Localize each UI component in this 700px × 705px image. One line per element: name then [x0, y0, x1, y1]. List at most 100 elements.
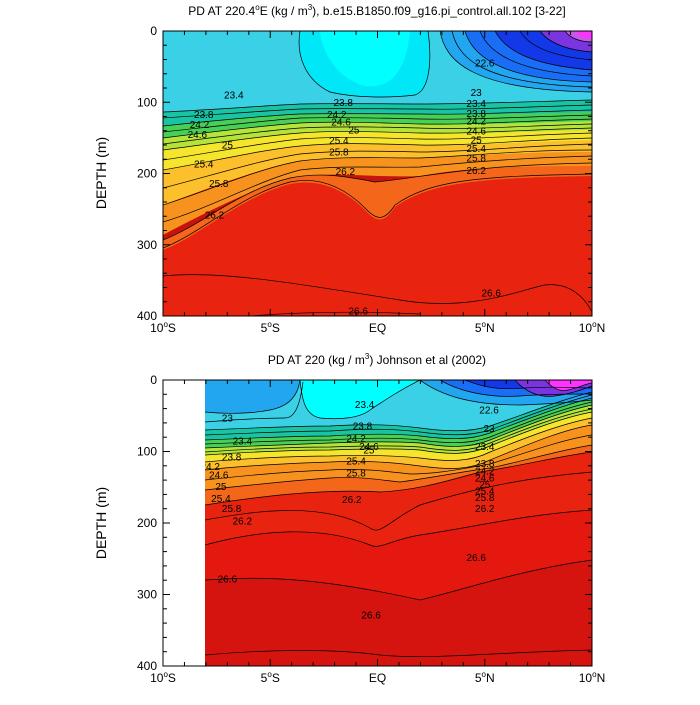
bottom-contour-label: 25 — [363, 446, 375, 457]
bottom-title: PD AT 220 (kg / m3) Johnson et al (2002) — [268, 352, 486, 367]
top-contour-labels: 23.423.824.224.62525.425.826.223.824.224… — [188, 59, 502, 318]
top-contour-label: 26.6 — [348, 307, 368, 318]
bottom-contour-label: 25.4 — [475, 486, 495, 497]
top-x-tick-label: 5oN — [475, 320, 495, 335]
bottom-layer-24-6 — [205, 412, 592, 462]
bottom-contour-label: 23.8 — [353, 421, 373, 432]
bottom-layer-23-8 — [205, 398, 592, 448]
top-panel: PD AT 220.4oE (kg / m3), b.e15.B1850.f09… — [93, 3, 605, 335]
top-layer-23-6 — [163, 100, 592, 126]
top-layer-21-4 — [575, 31, 592, 38]
bottom-contour-label: 24.6 — [475, 473, 495, 484]
top-layer-23-8 — [163, 110, 592, 138]
bottom-panel: PD AT 220 (kg / m3) Johnson et al (2002) — [93, 352, 605, 685]
bottom-field: 2323.423.824.224.62525.425.826.223.423.8… — [205, 380, 592, 666]
bottom-contour-label: 23 — [483, 424, 495, 435]
bottom-contour-label: 23.4 — [475, 442, 495, 453]
bottom-layer-25 — [205, 418, 592, 470]
bottom-x-tick-label: 10oS — [150, 670, 176, 685]
bottom-contour-label: 23.4 — [355, 400, 375, 411]
bottom-y-tick-label: 300 — [137, 588, 157, 602]
top-x-tick-label: EQ — [369, 321, 386, 335]
bottom-contour-label: 26.2 — [233, 516, 253, 527]
top-contour-label: 24.6 — [188, 130, 208, 141]
top-contour-label: 24.2 — [327, 110, 347, 121]
bottom-contour-label: 26.6 — [466, 553, 486, 564]
bottom-contour-label: 24.6 — [359, 442, 379, 453]
bottom-contour-labels: 2323.423.824.224.62525.425.826.223.423.8… — [205, 400, 499, 622]
top-contour-label: 26.2 — [336, 167, 356, 178]
top-contour-label: 23.4 — [466, 99, 486, 110]
top-contour-label: 24.2 — [190, 120, 210, 131]
top-field: 23.423.824.224.62525.425.826.223.824.224… — [163, 31, 592, 318]
top-contour-lines — [163, 31, 592, 316]
bottom-layer-26-8 — [205, 560, 592, 666]
bottom-x-tick-label: 5oS — [261, 670, 280, 685]
top-layer-24-2 — [163, 119, 592, 150]
top-layer-25-4 — [163, 150, 592, 235]
top-contour-label: 26.6 — [481, 289, 501, 300]
bottom-contour-label: 22.6 — [479, 406, 499, 417]
top-contour-label: 25.4 — [466, 144, 486, 155]
bottom-contour-label: 24.2 — [475, 466, 495, 477]
top-contour-label: 23.4 — [224, 91, 244, 102]
top-contour-label: 26.2 — [205, 210, 225, 221]
top-layer-23-1 — [320, 31, 410, 87]
bottom-layer-23-1 — [300, 380, 420, 419]
top-contour-label: 22.6 — [475, 59, 495, 70]
top-x-tick-label: 5oS — [261, 320, 280, 335]
top-contour-label: 23 — [471, 88, 483, 99]
bottom-contour-label: 23 — [222, 413, 234, 424]
top-contour-label: 23.8 — [466, 109, 486, 120]
bottom-contour-label: 24.2 — [346, 434, 366, 445]
top-contour-label: 24.6 — [331, 118, 351, 129]
bottom-contour-label: 23.4 — [233, 436, 253, 447]
bottom-contour-label: 25 — [479, 480, 491, 491]
top-contour-label: 25 — [222, 141, 234, 152]
top-contour-label: 23.8 — [333, 98, 353, 109]
top-y-tick-label: 100 — [137, 95, 157, 109]
top-title: PD AT 220.4oE (kg / m3), b.e15.B1850.f09… — [188, 3, 565, 18]
bottom-contour-label: 26.2 — [475, 504, 495, 515]
bottom-y-tick-label: 100 — [137, 445, 157, 459]
bottom-contour-label: 26.6 — [218, 574, 238, 585]
top-y-tick-label: 300 — [137, 238, 157, 252]
top-layer-24-6 — [163, 128, 592, 170]
top-contour-label: 25.8 — [209, 179, 229, 190]
top-layer-25 — [163, 138, 592, 205]
top-contour-label: 25.4 — [194, 160, 214, 171]
top-contour-label: 24.6 — [466, 126, 486, 137]
bottom-contour-label: 26.2 — [342, 495, 362, 506]
bottom-contour-label: 25.8 — [346, 468, 366, 479]
bottom-contour-label: 25.8 — [222, 504, 242, 515]
bottom-x-tick-label: 5oN — [475, 670, 495, 685]
bottom-layer-21 — [545, 380, 592, 391]
bottom-layer-23 — [205, 380, 300, 414]
top-x-tick-label: 10oN — [579, 320, 605, 335]
top-x-tick-label: 10oS — [150, 320, 176, 335]
bottom-axes: 10oS 5oS EQ 5oN 10oN 0 100 200 300 400 — [137, 373, 605, 685]
bottom-contour-label: 23.8 — [222, 453, 242, 464]
bottom-contour-label: 23.8 — [475, 459, 495, 470]
top-contour-label: 25.4 — [329, 136, 349, 147]
bottom-y-tick-label: 0 — [150, 373, 157, 387]
bottom-contour-label: 25.4 — [211, 494, 231, 505]
bottom-contour-label: 25.8 — [475, 493, 495, 504]
top-y-tick-label: 200 — [137, 167, 157, 181]
top-y-tick-label: 0 — [150, 24, 157, 38]
top-contour-label: 25.8 — [329, 148, 349, 159]
bottom-contour-lines — [205, 380, 592, 657]
top-contour-label: 26.2 — [466, 166, 486, 177]
bottom-y-tick-label: 400 — [137, 659, 157, 673]
bottom-x-tick-label: 10oN — [579, 670, 605, 685]
bottom-layer-25-4 — [205, 425, 592, 490]
top-y-tick-label: 400 — [137, 309, 157, 323]
top-contour-label: 24.2 — [466, 116, 486, 127]
bottom-y-axis-label: DEPTH (m) — [93, 487, 109, 559]
bottom-contour-label: 24.6 — [209, 471, 229, 482]
top-y-axis-label: DEPTH (m) — [93, 137, 109, 209]
bottom-y-tick-label: 200 — [137, 516, 157, 530]
bottom-x-tick-label: EQ — [369, 671, 386, 685]
top-contour-label: 25 — [471, 136, 483, 147]
